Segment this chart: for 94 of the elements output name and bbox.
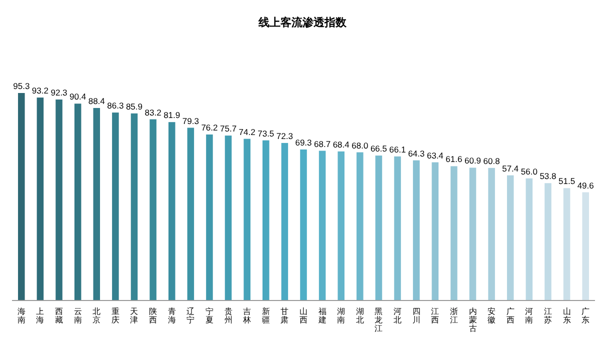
x-tick-label: 山西 xyxy=(300,307,308,324)
bar xyxy=(150,119,156,300)
bar xyxy=(93,108,100,300)
x-tick-label: 广西 xyxy=(506,307,514,324)
data-label: 81.9 xyxy=(164,110,180,120)
bar xyxy=(394,156,401,300)
x-tick-label: 宁夏 xyxy=(205,307,214,324)
data-label: 73.5 xyxy=(258,128,274,138)
bar xyxy=(469,168,476,300)
x-tick-label: 江西 xyxy=(431,307,440,324)
bar xyxy=(375,156,382,300)
x-tick-label: 山东 xyxy=(562,307,571,324)
data-label: 79.3 xyxy=(182,116,200,126)
x-tick-label: 新疆 xyxy=(262,307,270,324)
data-label: 75.7 xyxy=(220,124,237,134)
bar xyxy=(450,166,458,300)
data-label: 68.7 xyxy=(314,138,331,149)
bar xyxy=(526,178,533,300)
x-tick-label: 重庆 xyxy=(111,307,120,324)
data-label: 74.2 xyxy=(238,126,256,137)
x-tick-label: 安徽 xyxy=(488,307,496,324)
x-tick-label: 上海 xyxy=(36,307,44,324)
x-tick-label: 陕西 xyxy=(149,307,158,324)
x-tick-label: 湖南 xyxy=(337,307,346,324)
data-label: 69.3 xyxy=(295,137,312,148)
x-tick-label: 广东 xyxy=(582,307,590,324)
data-label: 85.9 xyxy=(126,101,143,112)
data-label: 66.1 xyxy=(389,144,406,154)
data-label: 51.5 xyxy=(558,176,576,186)
x-tick-label: 北京 xyxy=(92,307,101,324)
bar xyxy=(168,122,176,300)
bar xyxy=(130,113,138,300)
data-label: 49.6 xyxy=(577,180,594,190)
data-label: 76.2 xyxy=(201,122,218,132)
bar xyxy=(56,100,62,300)
bar xyxy=(544,183,552,300)
bar xyxy=(582,192,589,300)
x-tick-label: 西藏 xyxy=(55,307,64,324)
bar xyxy=(300,149,307,300)
data-label: 56.0 xyxy=(520,166,538,176)
x-tick-label: 江苏 xyxy=(544,307,552,324)
data-label: 95.3 xyxy=(13,81,30,91)
bar xyxy=(36,98,44,300)
x-tick-label: 云南 xyxy=(74,307,82,324)
data-label: 88.4 xyxy=(88,96,106,106)
bar xyxy=(488,168,495,300)
bar xyxy=(506,175,514,300)
x-tick-label: 海南 xyxy=(17,307,26,324)
data-label: 60.9 xyxy=(464,156,482,166)
x-tick-label: 青海 xyxy=(168,307,176,324)
x-tick-label: 河南 xyxy=(525,307,534,324)
data-label: 72.3 xyxy=(276,130,294,141)
x-tick-label: 吉林 xyxy=(242,307,252,324)
bar xyxy=(432,162,439,300)
bar xyxy=(18,93,25,300)
x-tick-label: 黑龙江 xyxy=(374,307,383,333)
bar xyxy=(112,112,119,300)
bar xyxy=(281,142,288,300)
x-tick-label: 内蒙古 xyxy=(468,307,477,333)
bar xyxy=(206,134,213,300)
bar xyxy=(356,152,364,300)
bar xyxy=(187,128,194,300)
data-label: 68.4 xyxy=(332,139,350,150)
x-tick-label: 甘肃 xyxy=(280,307,289,324)
data-label: 93.2 xyxy=(32,86,49,96)
x-tick-label: 四川 xyxy=(412,307,420,324)
data-label: 64.3 xyxy=(408,148,425,158)
x-tick-label: 辽宁 xyxy=(186,307,195,324)
bar xyxy=(563,188,570,300)
data-label: 92.3 xyxy=(50,88,68,98)
bar xyxy=(318,150,326,300)
x-tick-label: 贵州 xyxy=(224,307,232,324)
bar xyxy=(224,136,232,300)
bar xyxy=(262,140,270,300)
x-tick-label: 浙江 xyxy=(450,307,458,324)
data-label: 61.6 xyxy=(446,154,462,164)
data-label: 83.2 xyxy=(144,107,162,118)
data-label: 63.4 xyxy=(426,150,444,160)
bar xyxy=(338,151,344,300)
data-label: 66.5 xyxy=(370,144,388,154)
x-tick-label: 河北 xyxy=(394,307,402,324)
bar xyxy=(244,138,250,300)
bar xyxy=(412,160,420,300)
data-label: 53.8 xyxy=(540,171,557,182)
x-tick-label: 湖北 xyxy=(356,307,364,324)
data-label: 60.8 xyxy=(483,156,500,166)
x-tick-label: 福建 xyxy=(317,307,326,324)
data-label: 57.4 xyxy=(502,163,519,174)
x-tick-label: 天津 xyxy=(130,307,138,324)
chart-title: 线上客流渗透指数 xyxy=(258,16,348,29)
data-label: 68.0 xyxy=(352,140,368,150)
bar xyxy=(74,104,82,300)
data-label: 90.4 xyxy=(70,92,86,102)
data-label: 86.3 xyxy=(107,100,124,111)
